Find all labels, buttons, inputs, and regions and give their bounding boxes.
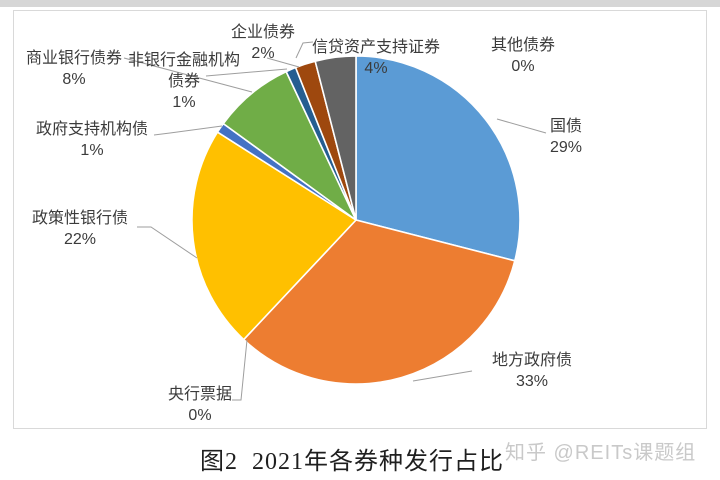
leader-line-8 (295, 41, 314, 59)
slice-label-line: 33% (515, 373, 549, 390)
leader-line-0 (496, 118, 547, 134)
leader-line-5 (123, 57, 253, 93)
pie-slice-0 (355, 55, 521, 262)
slice-label-line: 政策性银行债 (31, 210, 129, 227)
slice-label-line: 信贷资产支持证券 (311, 39, 441, 56)
slice-label-line: 商业银行债券 (25, 50, 123, 67)
slice-label-line: 4% (364, 60, 388, 77)
pie-slice-3 (191, 131, 357, 341)
leader-line-2 (232, 339, 248, 401)
watermark-text: 知乎 @REITs课题组 (505, 442, 697, 464)
slice-label-line: 其他债券 (490, 37, 556, 54)
slice-label-line: 22% (63, 231, 97, 248)
slice-label-line: 29% (549, 139, 583, 156)
slice-label-line: 企业债券 (230, 24, 296, 41)
leader-line-3 (137, 226, 198, 259)
slice-label-line: 国债 (549, 118, 582, 135)
slice-label-line: 0% (511, 58, 535, 75)
slice-label-7: 企业债券 2% (231, 22, 295, 64)
pie-slice-8 (314, 55, 357, 221)
slice-label-5: 商业银行债券 8% (26, 48, 122, 90)
slice-label-line: 债券 (167, 73, 201, 90)
page-top-edge-strip (0, 0, 720, 7)
slice-label-line: 8% (62, 71, 86, 88)
slice-label-4: 政府支持机构债 1% (36, 119, 148, 161)
slice-label-line: 2% (251, 45, 275, 62)
slice-label-line: 1% (172, 94, 196, 111)
slice-label-line: 非银行金融机构 (127, 52, 241, 69)
slice-label-1: 地方政府债 33% (492, 350, 572, 392)
slice-label-8: 信贷资产支持证券 4% (312, 37, 440, 79)
slice-label-line: 1% (80, 142, 104, 159)
slice-label-0: 国债 29% (550, 116, 582, 158)
slice-label-line: 政府支持机构债 (35, 121, 149, 138)
leader-line-4 (153, 125, 223, 136)
slice-label-2: 央行票据 0% (168, 384, 232, 426)
pie-slice-1 (242, 219, 516, 385)
slice-label-line: 央行票据 (167, 386, 233, 403)
slice-label-line: 0% (188, 407, 212, 424)
leader-line-1 (412, 370, 473, 382)
slice-label-3: 政策性银行债 22% (32, 208, 128, 250)
slice-label-line: 地方政府债 (491, 352, 573, 369)
slice-label-6: 非银行金融机构 债券 1% (128, 50, 240, 113)
leader-line-7 (266, 57, 300, 68)
slice-label-9: 其他债券 0% (491, 35, 555, 77)
figure-caption: 图2 2021年各券种发行占比 (200, 449, 504, 475)
leader-line-6 (205, 68, 288, 77)
